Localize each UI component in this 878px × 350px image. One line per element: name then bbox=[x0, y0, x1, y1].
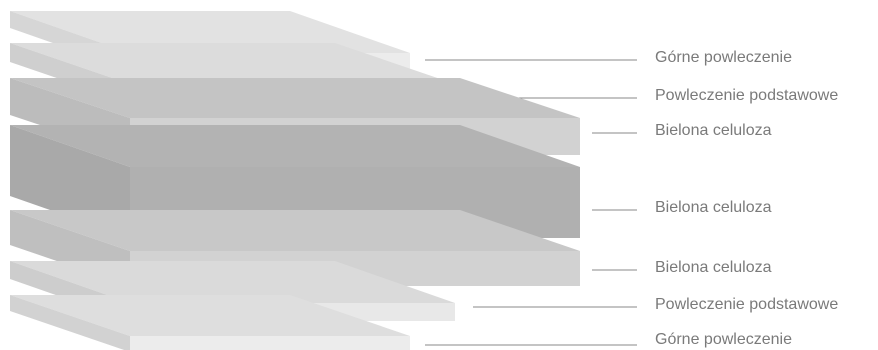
layer-5-top-face bbox=[10, 210, 580, 251]
layer-1-label: Górne powleczenie bbox=[655, 49, 792, 66]
layer-4-top-face bbox=[10, 125, 580, 167]
layer-7-side-face bbox=[10, 295, 130, 350]
layer-1-top-face bbox=[10, 11, 410, 53]
layer-7-top-face bbox=[10, 295, 410, 336]
layer-3-label: Bielona celuloza bbox=[655, 122, 772, 139]
layer-2-label: Powleczenie podstawowe bbox=[655, 87, 839, 104]
layer-2-top-face bbox=[10, 43, 455, 84]
layer-7-front-face bbox=[130, 336, 410, 350]
layer-4-side-face bbox=[10, 125, 130, 238]
layer-6-top-face bbox=[10, 261, 455, 303]
layer-4-label: Bielona celuloza bbox=[655, 199, 772, 216]
layer-7-top-coating bbox=[10, 295, 637, 350]
layer-5-label: Bielona celuloza bbox=[655, 259, 772, 276]
layer-3-top-face bbox=[10, 78, 580, 118]
layer-6-label: Powleczenie podstawowe bbox=[655, 296, 839, 313]
layer-7-label: Górne powleczenie bbox=[655, 331, 792, 348]
